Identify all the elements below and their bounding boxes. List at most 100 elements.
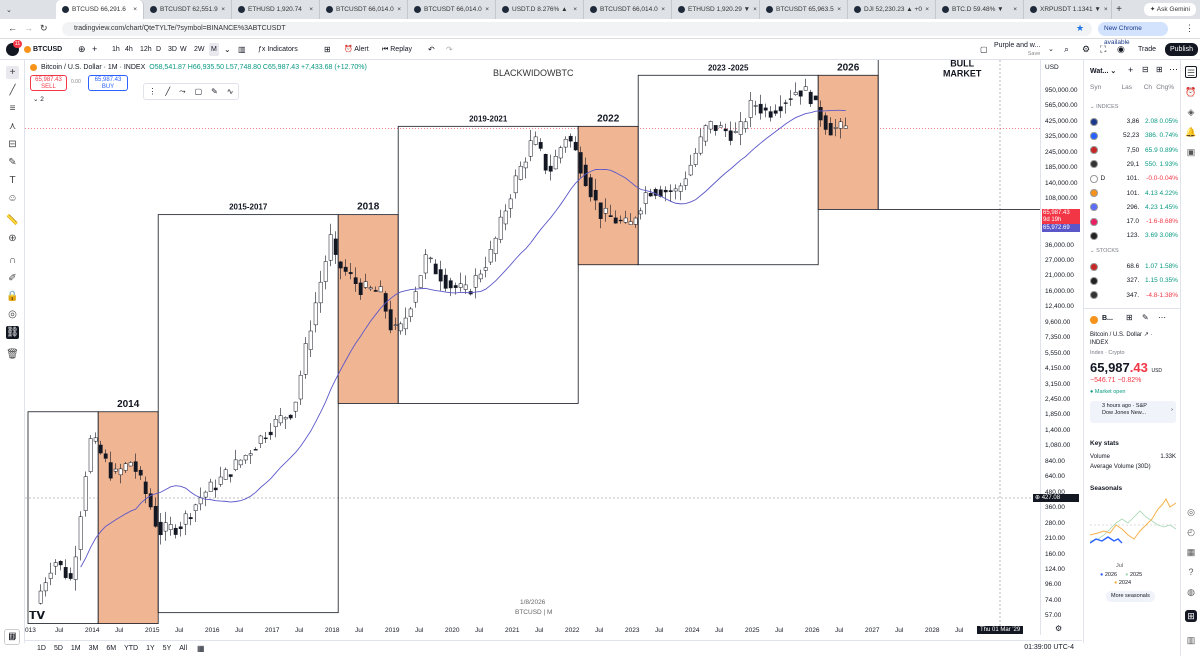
watchlist-layout-icon[interactable]: ⊟ [1142, 65, 1149, 74]
candle-down[interactable] [728, 130, 733, 141]
browser-tab[interactable]: BTCUSDT 66,014.0 × [408, 0, 496, 19]
candle-down[interactable] [668, 190, 673, 192]
range-1y[interactable]: 1Y [146, 645, 155, 652]
tab-close-icon[interactable]: × [661, 6, 665, 13]
interval-3d[interactable]: 3D [168, 46, 177, 53]
candle-up[interactable] [628, 221, 633, 225]
candle-down[interactable] [453, 285, 458, 288]
grid-icon[interactable]: ⊞ [1126, 313, 1133, 322]
candle-up[interactable] [298, 374, 303, 400]
candle-down[interactable] [138, 469, 143, 476]
candle-up[interactable] [183, 513, 188, 525]
candle-up[interactable] [508, 198, 513, 209]
candle-down[interactable] [788, 98, 793, 100]
ruler-icon[interactable]: 📏 [6, 215, 19, 226]
candle-up[interactable] [83, 476, 88, 511]
chart-type-icon[interactable]: ▥ [238, 45, 246, 54]
add-symbol-icon[interactable]: + [1128, 65, 1134, 75]
candle-down[interactable] [443, 274, 448, 289]
bull-cycle-box[interactable] [27, 411, 99, 624]
replay-button[interactable]: ⏮ Replay [382, 43, 412, 56]
candle-down[interactable] [178, 526, 183, 530]
indicators-toggle[interactable]: ⌄ 2 [33, 95, 44, 103]
watchlist-row[interactable]: 3,86 2.08 0.05% [1090, 115, 1178, 128]
candle-up[interactable] [378, 286, 383, 293]
candle-down[interactable] [813, 95, 818, 101]
candle-down[interactable] [353, 277, 358, 284]
candle-down[interactable] [798, 90, 803, 97]
ideas-icon[interactable]: ◴ [1187, 527, 1195, 537]
candle-up[interactable] [708, 121, 713, 130]
candle-up[interactable] [678, 185, 683, 192]
candle-up[interactable] [833, 127, 838, 129]
more-seasonals-button[interactable]: More seasonals [1106, 591, 1155, 602]
browser-tab[interactable]: BTCUSDT 62,551.9 × [144, 0, 232, 19]
candle-up[interactable] [38, 590, 43, 604]
watchlist-col-header[interactable]: Chg% [1156, 84, 1174, 91]
watchlist-row[interactable]: 347. -4.8 -1.38% [1090, 289, 1178, 302]
candle-down[interactable] [773, 110, 778, 114]
candle-down[interactable] [158, 521, 163, 536]
eye-icon[interactable]: ◎ [8, 309, 17, 320]
candle-up[interactable] [233, 459, 238, 470]
candle-down[interactable] [548, 165, 553, 172]
candle-up[interactable] [553, 156, 558, 170]
candle-up[interactable] [308, 330, 313, 350]
candle-down[interactable] [343, 266, 348, 272]
pattern-icon[interactable]: ⋏ [8, 121, 17, 132]
candle-down[interactable] [438, 269, 443, 282]
candle-up[interactable] [73, 556, 78, 580]
candle-up[interactable] [718, 125, 723, 128]
more-options-icon[interactable]: ⋯ [1158, 313, 1166, 322]
browser-tab[interactable]: BTCUSDT 66,014.0 × [320, 0, 408, 19]
layout-chevron-icon[interactable]: ⌄ [1048, 46, 1054, 53]
watchlist-row[interactable]: D 101. -0.0 -0.04% [1090, 172, 1178, 185]
watchlist-col-header[interactable]: Syn [1090, 84, 1102, 91]
candle-up[interactable] [463, 284, 468, 290]
alert-button[interactable]: ⏰ Alert [344, 43, 369, 56]
candle-down[interactable] [133, 461, 138, 472]
chart-pane[interactable]: 2014 2015-2017 2018 2019-2021 2022 2023 -2025… [25, 60, 1040, 635]
candle-down[interactable] [618, 219, 623, 222]
layout-name-button[interactable]: Purple and w... Save [994, 41, 1040, 57]
tab-search-icon[interactable]: ⌄ [6, 6, 12, 14]
tab-close-icon[interactable]: × [485, 6, 489, 13]
candle-up[interactable] [198, 497, 203, 505]
candle-down[interactable] [333, 238, 338, 255]
candle-up[interactable] [168, 524, 173, 530]
range-1d[interactable]: 1D [37, 645, 46, 652]
browser-tab[interactable]: ETHUSD 1,920.29 ▼ × [672, 0, 760, 19]
candle-up[interactable] [283, 417, 288, 420]
stay-drawing-icon[interactable]: ✐ [8, 273, 17, 284]
zoom-icon[interactable]: ⊕ [8, 233, 17, 244]
calendar-icon[interactable]: ▦ [197, 644, 205, 653]
candle-down[interactable] [828, 123, 833, 136]
candle-up[interactable] [328, 234, 333, 261]
price-axis[interactable]: USD 950,000.00 565,000.00 425,000.00 325,00… [1033, 60, 1082, 635]
tab-close-icon[interactable]: × [133, 6, 137, 13]
candle-down[interactable] [768, 111, 773, 118]
candle-up[interactable] [483, 267, 488, 271]
candle-up[interactable] [743, 121, 748, 129]
candle-up[interactable] [113, 468, 118, 472]
candle-up[interactable] [638, 210, 643, 215]
candle-down[interactable] [288, 414, 293, 419]
candle-up[interactable] [88, 438, 93, 472]
bear-cycle-box[interactable] [817, 74, 879, 210]
candle-up[interactable] [323, 261, 328, 282]
candle-up[interactable] [493, 237, 498, 254]
tab-close-icon[interactable]: × [1013, 6, 1017, 13]
candle-down[interactable] [818, 107, 823, 121]
candle-up[interactable] [118, 468, 123, 476]
candle-down[interactable] [68, 573, 73, 579]
candle-up[interactable] [458, 283, 463, 288]
candle-down[interactable] [433, 263, 438, 275]
tab-close-icon[interactable]: × [837, 6, 841, 13]
signal-icon[interactable]: ▥ [1186, 635, 1196, 645]
edit-icon[interactable]: ✎ [1142, 313, 1149, 322]
range-6m[interactable]: 6M [106, 645, 117, 652]
bull-cycle-box[interactable] [157, 214, 339, 614]
candle-up[interactable] [398, 323, 403, 332]
candle-up[interactable] [488, 249, 493, 263]
candle-up[interactable] [403, 317, 408, 330]
